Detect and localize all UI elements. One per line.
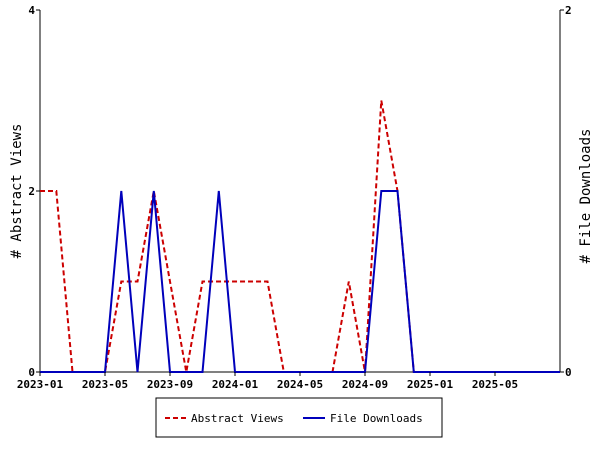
left-axis-title: # Abstract Views bbox=[9, 124, 25, 259]
left-tick-label: 4 bbox=[28, 4, 35, 17]
x-tick-label: 2023-01 bbox=[17, 378, 64, 391]
x-tick-label: 2023-05 bbox=[82, 378, 128, 391]
legend-label-file-downloads: File Downloads bbox=[330, 412, 423, 425]
left-tick-label: 2 bbox=[28, 185, 35, 198]
series-line-file-downloads bbox=[40, 190, 560, 373]
left-tick-label: 0 bbox=[28, 366, 35, 379]
right-tick-label: 2 bbox=[565, 4, 572, 17]
x-tick-label: 2024-05 bbox=[277, 378, 323, 391]
x-tick-label: 2025-05 bbox=[472, 378, 518, 391]
x-tick-label: 2024-01 bbox=[212, 378, 259, 391]
x-tick-label: 2025-01 bbox=[407, 378, 454, 391]
x-tick-label: 2023-09 bbox=[147, 378, 193, 391]
right-axis-title: # File Downloads bbox=[578, 129, 594, 264]
x-tick-label: 2024-09 bbox=[342, 378, 388, 391]
right-tick-label: 0 bbox=[565, 366, 572, 379]
legend: Abstract Views File Downloads bbox=[155, 397, 443, 438]
legend-label-abstract-views: Abstract Views bbox=[191, 412, 284, 425]
legend-box bbox=[155, 397, 443, 438]
